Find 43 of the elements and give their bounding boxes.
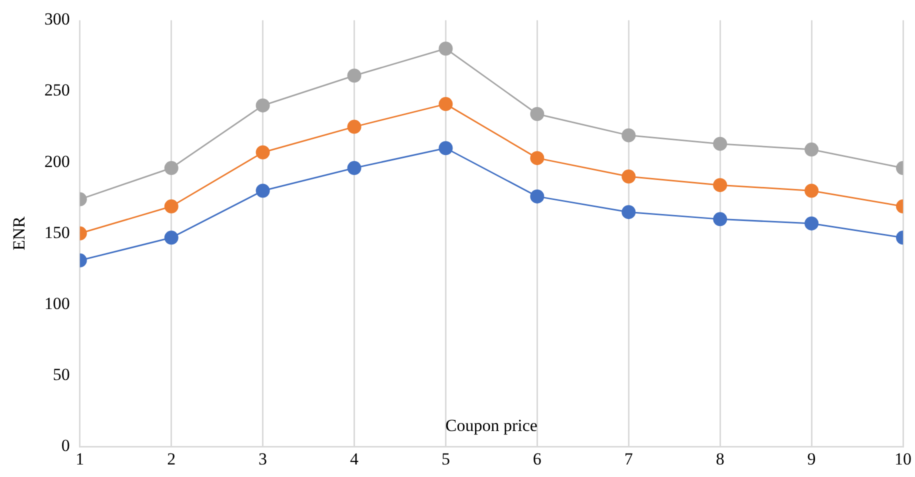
- y-tick-label: 300: [44, 10, 70, 29]
- y-tick-label: 0: [61, 436, 70, 456]
- point: [256, 98, 270, 112]
- point: [164, 199, 178, 214]
- x-axis-title: Coupon price: [445, 416, 538, 436]
- point: [713, 136, 728, 151]
- x-tick-label: 9: [807, 449, 816, 468]
- x-tick-label: 3: [258, 449, 268, 468]
- x-tick-label: 5: [441, 449, 450, 468]
- point: [530, 107, 544, 122]
- x-tick-label: 8: [716, 449, 724, 468]
- y-axis-title: ENR: [10, 216, 29, 250]
- point: [256, 145, 270, 160]
- point: [438, 97, 453, 112]
- point: [622, 170, 636, 184]
- point: [804, 142, 819, 157]
- point: [622, 205, 636, 220]
- point: [622, 128, 636, 142]
- point: [438, 141, 453, 156]
- point: [713, 178, 728, 192]
- point: [530, 151, 544, 166]
- point: [164, 230, 178, 245]
- point: [530, 189, 544, 204]
- x-tick-label: 6: [532, 449, 542, 468]
- point: [438, 42, 453, 56]
- point: [164, 161, 178, 176]
- y-tick-label: 50: [52, 365, 70, 384]
- point: [804, 184, 819, 198]
- y-tick-label: 200: [44, 152, 70, 171]
- point: [804, 216, 819, 230]
- point: [347, 161, 362, 176]
- point: [347, 120, 362, 134]
- x-tick-label: 2: [167, 449, 176, 468]
- point: [256, 184, 270, 198]
- x-tick-label: 4: [350, 449, 360, 468]
- x-tick-label: 10: [894, 449, 912, 468]
- point: [713, 212, 728, 226]
- y-tick-label: 250: [44, 80, 70, 100]
- x-tick-label: 1: [76, 449, 84, 468]
- y-tick-label: 150: [44, 222, 70, 242]
- x-tick-label: 7: [624, 449, 634, 468]
- y-tick-label: 100: [44, 294, 70, 313]
- point: [347, 68, 362, 83]
